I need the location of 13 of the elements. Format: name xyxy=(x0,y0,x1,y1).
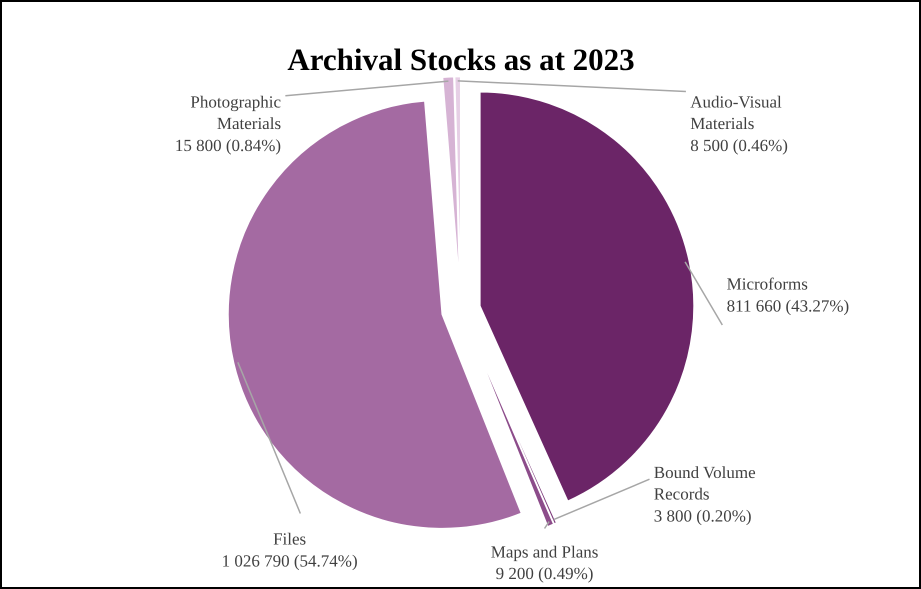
data-label: 811 660 (43.27%) xyxy=(726,296,850,316)
slice-label: Bound Volume Records xyxy=(654,462,756,504)
data-label: 1 026 790 (54.74%) xyxy=(222,551,358,570)
slice-label: Microforms xyxy=(726,274,808,294)
slice-label: Photographic Materials xyxy=(190,92,282,134)
chart-title: Archival Stocks as at 2023 xyxy=(287,42,635,77)
data-label: 15 800 (0.84%) xyxy=(174,136,282,155)
data-label: 8 500 (0.46%) xyxy=(690,136,788,155)
data-label: 9 200 (0.49%) xyxy=(496,564,594,584)
slice-label: Maps and Plans xyxy=(490,542,598,562)
data-label: 3 800 (0.20%) xyxy=(654,506,752,526)
slice-label: Audio-Visual Materials xyxy=(690,92,782,134)
slice-label: Files xyxy=(273,529,306,548)
